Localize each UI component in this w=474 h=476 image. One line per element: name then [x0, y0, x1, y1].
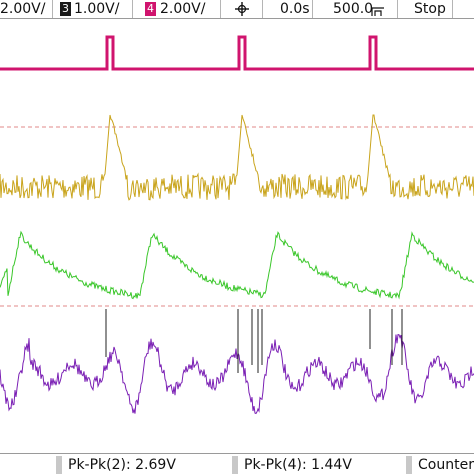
- oscilloscope-status-bar: 2.00V/ 3 1.00V/ 4 2.00V/ 0.0s 500.0 Stop: [0, 0, 474, 19]
- channel-4-badge[interactable]: 4: [145, 2, 156, 16]
- status-separator: [220, 0, 221, 18]
- measurement-tab: [56, 456, 62, 474]
- status-separator: [452, 0, 453, 18]
- waveform-display[interactable]: [0, 19, 474, 453]
- channel-3-trace: [0, 230, 474, 300]
- channel-2-scale[interactable]: 2.00V/: [0, 1, 46, 17]
- channel-3-scale[interactable]: 1.00V/: [74, 1, 120, 17]
- glitch-spikes: [105, 309, 403, 373]
- status-separator: [132, 0, 133, 18]
- status-separator: [312, 0, 313, 18]
- trigger-position-icon[interactable]: [232, 0, 252, 18]
- measurement-bar: Pk-Pk(2): 2.69V Pk-Pk(4): 1.44V Counter: [0, 453, 474, 475]
- channel-3-badge[interactable]: 3: [60, 2, 71, 16]
- measurement-1[interactable]: Pk-Pk(2): 2.69V: [68, 457, 176, 473]
- channel-4-scale[interactable]: 2.00V/: [160, 1, 206, 17]
- status-separator: [397, 0, 398, 18]
- time-per-div-icon: [371, 3, 385, 16]
- channel-4-trace: [0, 334, 474, 415]
- measurement-tab: [232, 456, 238, 474]
- time-delay[interactable]: 0.0s: [280, 1, 310, 17]
- measurement-2[interactable]: Pk-Pk(4): 1.44V: [244, 457, 352, 473]
- waveform-canvas: [0, 35, 474, 415]
- measurement-3[interactable]: Counter: [418, 457, 474, 473]
- measurement-tab: [406, 456, 412, 474]
- channel-1-trace: [0, 35, 474, 71]
- status-separator: [262, 0, 263, 18]
- time-scale[interactable]: 500.0: [333, 1, 374, 17]
- status-separator: [52, 0, 53, 18]
- run-state[interactable]: Stop: [414, 1, 446, 17]
- channel-2-trace: [0, 114, 474, 201]
